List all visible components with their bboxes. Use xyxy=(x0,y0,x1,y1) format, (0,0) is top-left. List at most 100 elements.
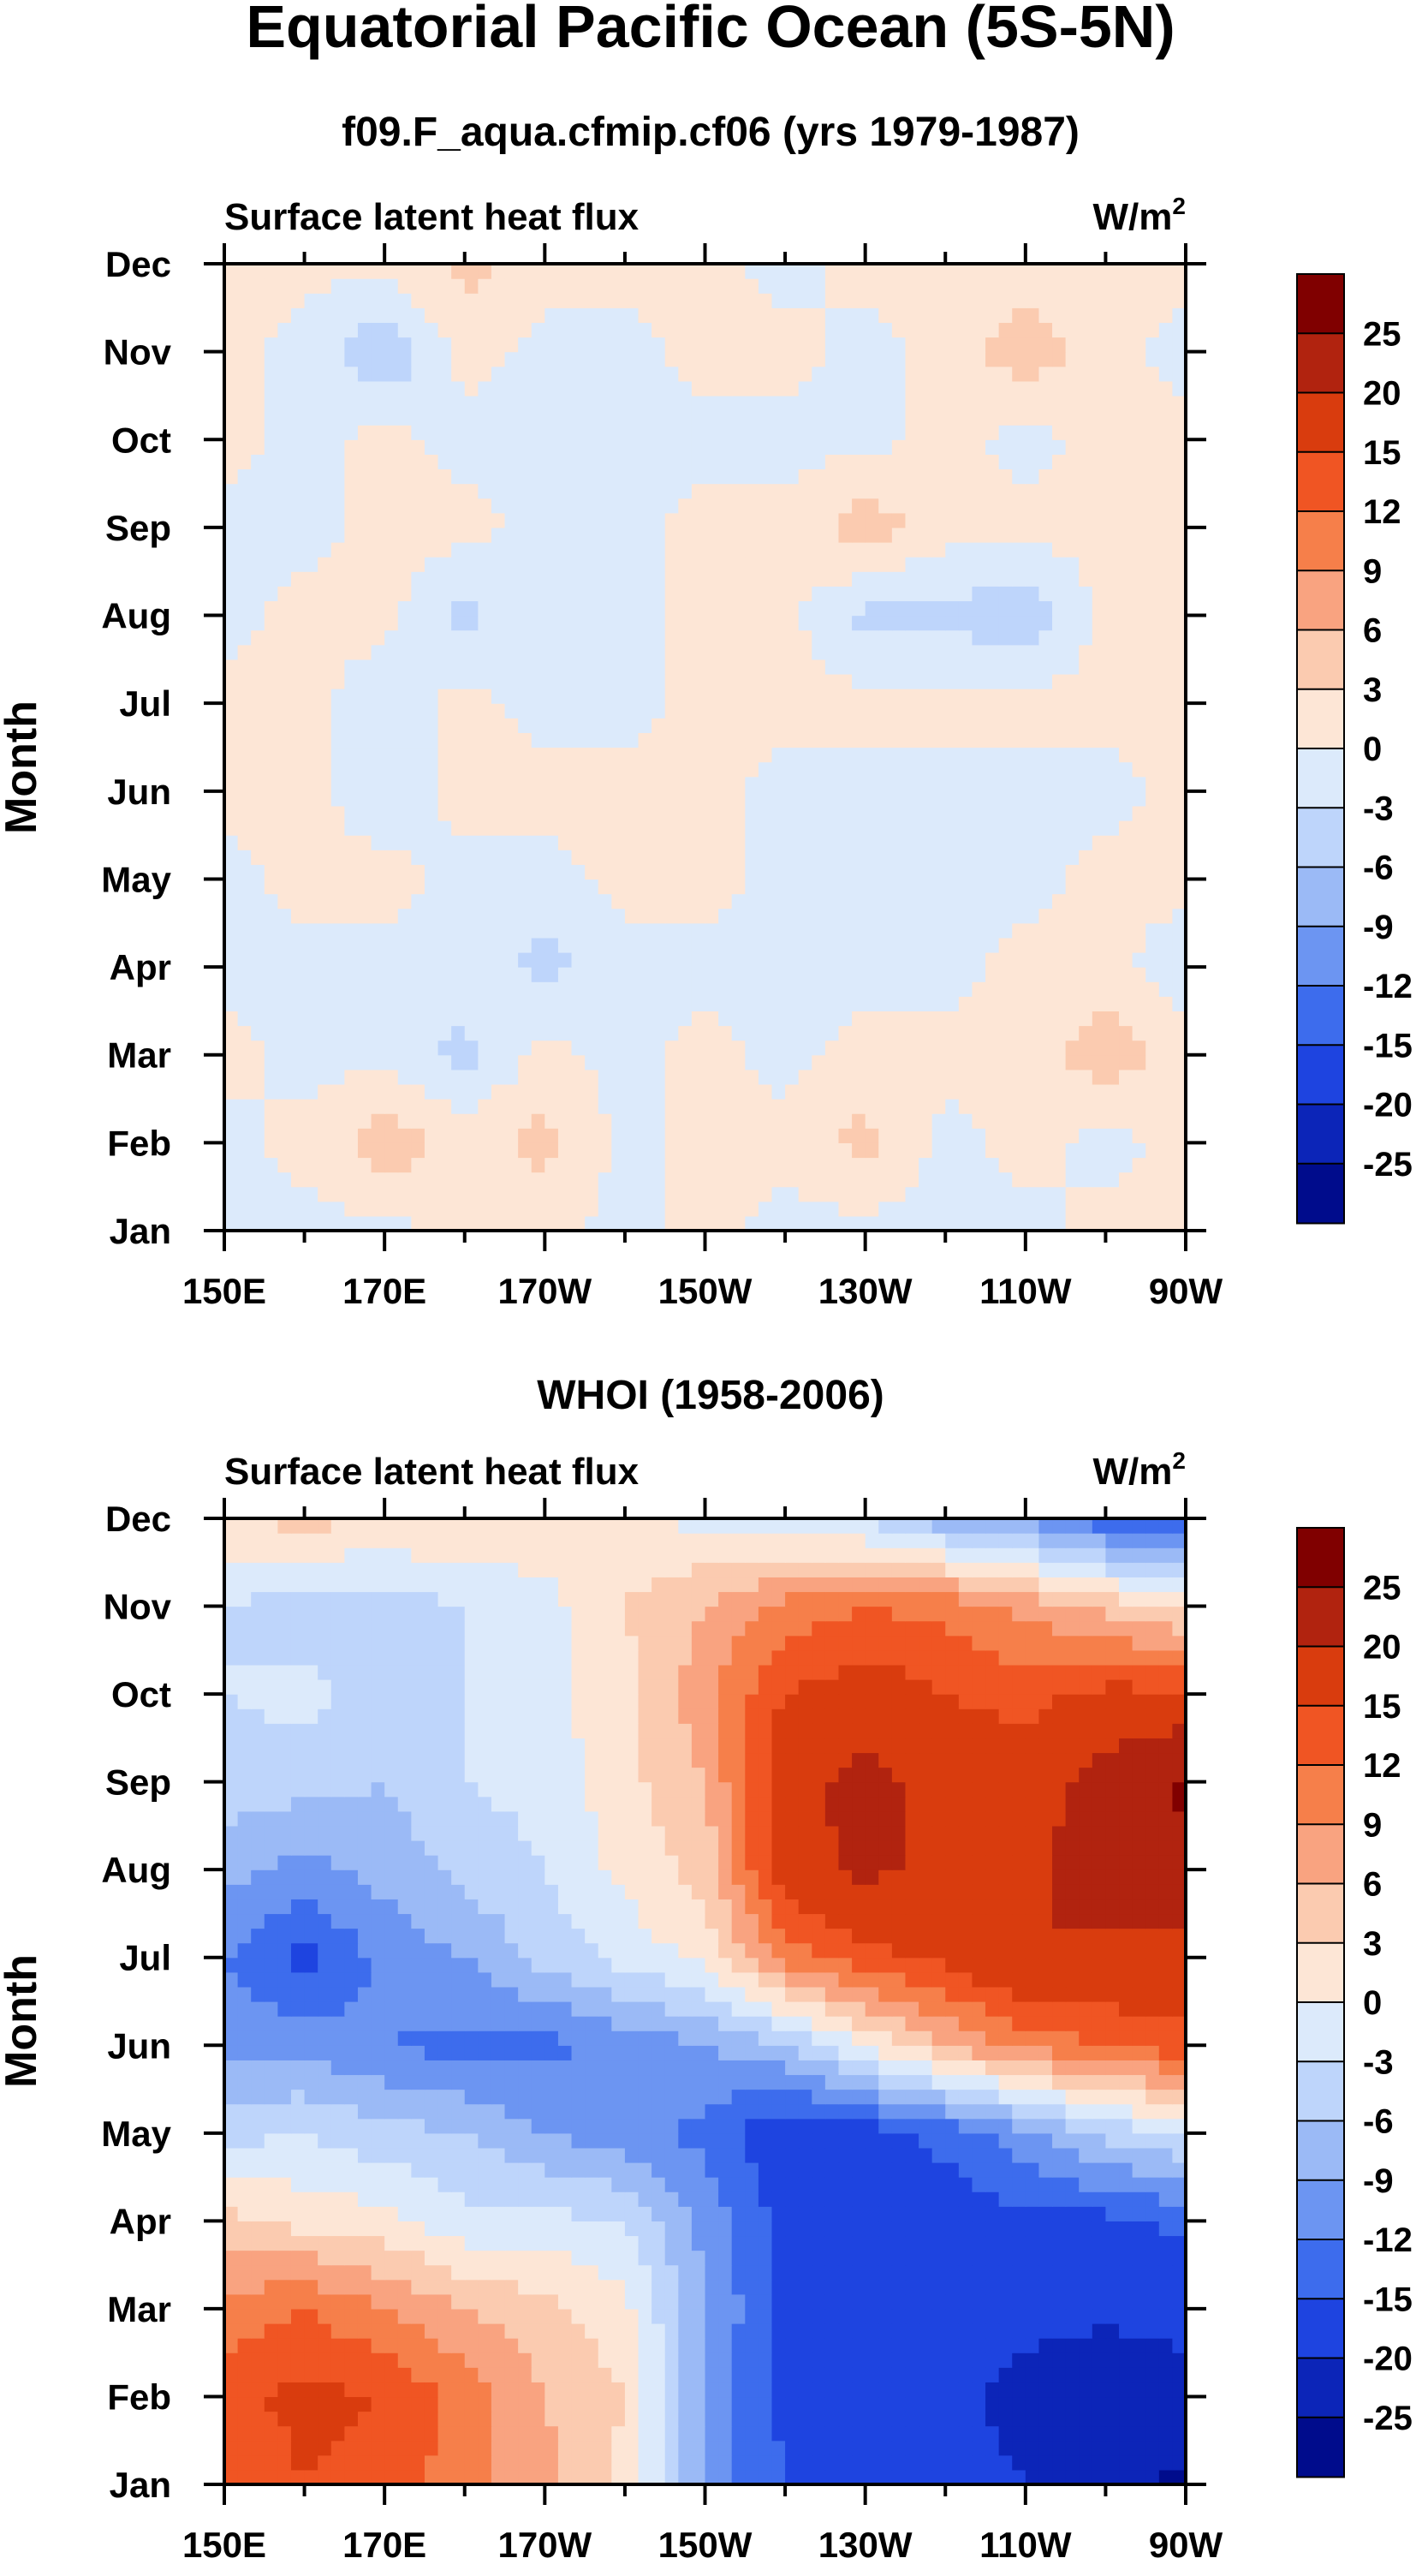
contour-cell xyxy=(878,747,893,763)
contour-cell xyxy=(611,337,626,353)
contour-cell xyxy=(251,366,265,382)
contour-cell xyxy=(691,981,706,997)
contour-cell xyxy=(905,527,919,543)
contour-cell xyxy=(865,718,879,733)
contour-cell xyxy=(958,322,973,338)
contour-cell xyxy=(652,659,666,675)
contour-cell xyxy=(812,893,826,909)
contour-cell xyxy=(972,937,986,953)
contour-cell xyxy=(731,747,746,763)
contour-cell xyxy=(758,951,773,968)
contour-cell xyxy=(571,996,586,1012)
contour-cell xyxy=(531,615,545,631)
contour-cell xyxy=(344,1157,359,1173)
contour-cell xyxy=(384,337,399,353)
contour-cell xyxy=(237,922,252,939)
contour-cell xyxy=(931,483,946,499)
contour-cell xyxy=(1052,820,1067,836)
contour-cell xyxy=(1079,996,1093,1012)
contour-cell xyxy=(251,1040,265,1056)
contour-cell xyxy=(424,293,439,308)
contour-cell xyxy=(251,659,265,675)
contour-cell xyxy=(919,776,933,792)
contour-cell xyxy=(371,439,385,455)
contour-cell xyxy=(838,1128,853,1143)
contour-cell xyxy=(237,1025,252,1041)
contour-cell xyxy=(1105,293,1120,308)
contour-cell xyxy=(585,981,599,997)
contour-cell xyxy=(491,512,506,528)
contour-cell xyxy=(277,615,292,631)
contour-cell xyxy=(411,557,425,572)
contour-cell xyxy=(878,761,893,778)
contour-cell xyxy=(1092,996,1107,1012)
contour-cell xyxy=(931,337,946,353)
contour-cell xyxy=(464,908,479,924)
contour-cell xyxy=(1052,527,1067,543)
contour-cell xyxy=(251,1172,265,1188)
contour-cell xyxy=(852,1172,866,1188)
contour-cell xyxy=(451,864,466,880)
contour-cell xyxy=(785,1128,800,1143)
contour-cell xyxy=(451,439,466,455)
contour-cell xyxy=(771,1215,786,1231)
contour-cell xyxy=(1145,981,1160,997)
contour-cell xyxy=(691,996,706,1012)
contour-cell xyxy=(397,410,412,426)
contour-cell xyxy=(985,644,1000,660)
top-panel-title: f09.F_aqua.cfmip.cf06 (yrs 1979-1987) xyxy=(342,110,1080,155)
contour-cell xyxy=(224,425,239,440)
contour-cell xyxy=(852,1011,866,1027)
contour-cell xyxy=(718,820,733,836)
contour-cell xyxy=(531,1011,545,1027)
contour-cell xyxy=(652,996,666,1012)
contour-cell xyxy=(371,264,385,279)
contour-cell xyxy=(824,790,840,807)
contour-cell xyxy=(344,659,359,675)
contour-cell xyxy=(491,1069,506,1085)
contour-cell xyxy=(397,1083,412,1100)
contour-cell xyxy=(357,1128,372,1143)
contour-cell xyxy=(758,600,773,617)
colorbar-swatch xyxy=(1296,273,1345,335)
contour-cell xyxy=(344,893,359,909)
contour-cell xyxy=(424,2469,439,2485)
contour-cell xyxy=(518,1025,533,1041)
contour-cell xyxy=(411,1142,425,1159)
contour-cell xyxy=(865,967,879,982)
contour-cell xyxy=(1079,380,1093,397)
contour-cell xyxy=(1065,380,1080,397)
contour-cell xyxy=(1132,1083,1146,1100)
contour-cell xyxy=(318,1099,332,1114)
contour-cell xyxy=(598,1113,612,1129)
contour-cell xyxy=(705,439,719,455)
contour-cell xyxy=(798,703,812,719)
contour-cell xyxy=(931,996,946,1012)
contour-cell xyxy=(758,850,773,865)
contour-cell xyxy=(905,1172,919,1188)
contour-cell xyxy=(571,659,586,675)
contour-cell xyxy=(371,718,385,733)
contour-cell xyxy=(598,1040,612,1056)
contour-cell xyxy=(919,1172,933,1188)
contour-cell xyxy=(557,1011,573,1027)
contour-cell xyxy=(891,1142,907,1159)
contour-cell xyxy=(838,1025,853,1041)
contour-cell xyxy=(330,922,345,939)
contour-cell xyxy=(1145,527,1160,543)
contour-cell xyxy=(1065,1142,1080,1159)
contour-cell xyxy=(998,468,1013,485)
contour-cell xyxy=(865,1025,879,1041)
contour-cell xyxy=(758,908,773,924)
contour-cell xyxy=(798,996,812,1012)
contour-cell xyxy=(1172,1025,1187,1041)
contour-cell xyxy=(691,1142,706,1159)
contour-cell xyxy=(998,996,1013,1012)
contour-cell xyxy=(758,264,773,279)
contour-cell xyxy=(852,454,866,470)
contour-cell xyxy=(652,981,666,997)
contour-cell xyxy=(611,468,626,485)
contour-cell xyxy=(491,820,506,836)
contour-cell xyxy=(638,937,652,953)
contour-cell xyxy=(985,527,1000,543)
